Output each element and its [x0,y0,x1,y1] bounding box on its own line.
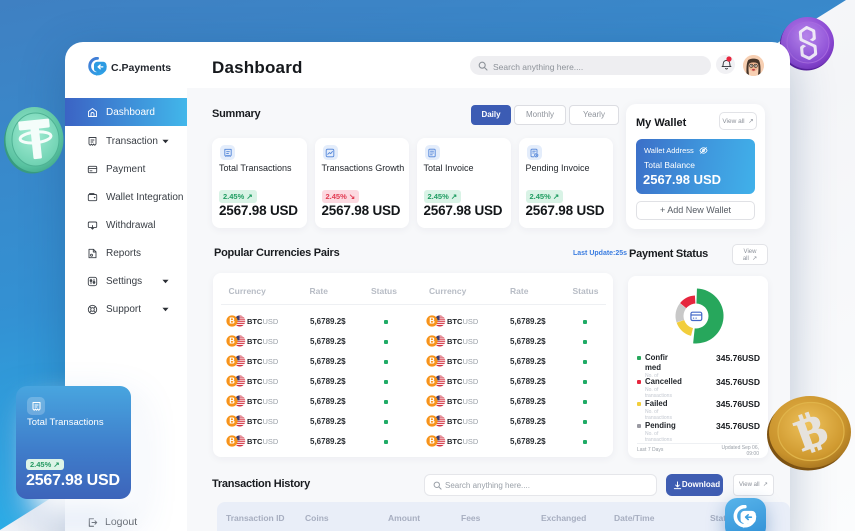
svg-text:B: B [229,317,235,326]
svg-text:B: B [429,357,435,366]
svg-text:B: B [229,377,235,386]
svg-text:B: B [229,337,235,346]
svg-text:B: B [429,377,435,386]
svg-text:B: B [429,417,435,426]
svg-text:B: B [429,437,435,446]
svg-text:B: B [429,337,435,346]
svg-text:B: B [229,417,235,426]
svg-text:B: B [229,397,235,406]
svg-text:B: B [429,317,435,326]
svg-text:B: B [229,357,235,366]
svg-text:B: B [429,397,435,406]
svg-text:B: B [229,437,235,446]
